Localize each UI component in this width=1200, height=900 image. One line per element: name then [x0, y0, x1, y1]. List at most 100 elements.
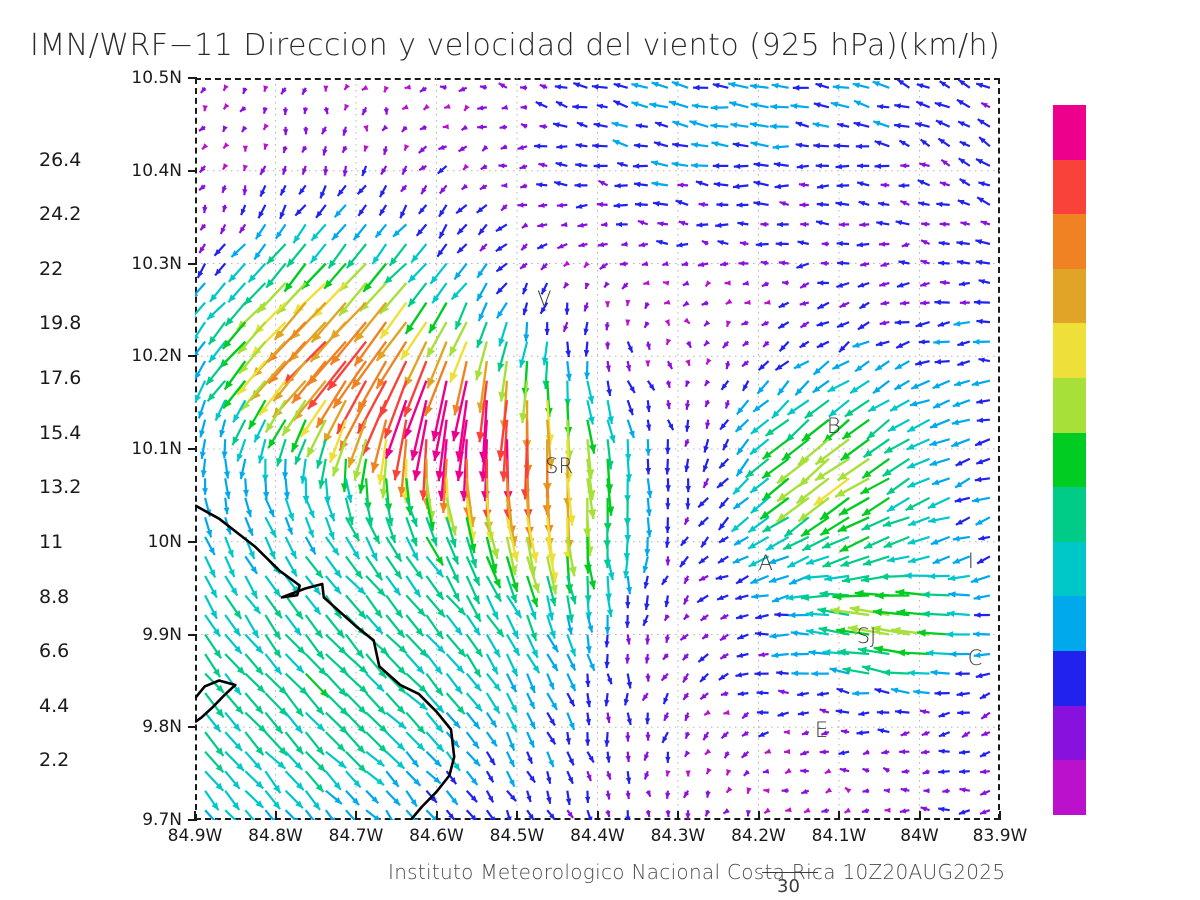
wind-arrow-head [477, 124, 484, 130]
wind-arrow-head [835, 163, 842, 170]
wind-arrow [678, 220, 689, 226]
wind-arrow-head [202, 206, 208, 214]
wind-arrow [672, 120, 689, 128]
wind-arrow [479, 243, 488, 252]
wind-arrow [572, 82, 588, 89]
wind-arrow [282, 107, 289, 116]
x-axis-tick-label: 83.9W [972, 826, 1028, 846]
wind-arrow-head [281, 87, 287, 95]
wind-arrow-head [920, 139, 927, 146]
x-axis-tick-mark [516, 811, 518, 820]
wind-arrow-head [956, 240, 963, 246]
wind-arrow [616, 221, 628, 228]
y-axis-tick-mark [188, 169, 197, 172]
wind-arrow-head [389, 257, 398, 266]
wind-arrow [356, 184, 367, 195]
wind-arrow-head [240, 208, 246, 216]
wind-arrow [701, 239, 709, 246]
wind-arrow [456, 243, 468, 254]
wind-arrow [241, 125, 248, 133]
wind-arrow-head [796, 163, 803, 170]
wind-arrow [202, 105, 208, 112]
y-axis-tick-label: 10.4N [131, 160, 182, 181]
wind-arrow-head [334, 210, 342, 218]
wind-arrow-head [816, 220, 823, 226]
wind-arrow [333, 204, 347, 218]
wind-arrow [400, 184, 408, 193]
wind-arrow-head [729, 101, 737, 107]
wind-arrow [429, 262, 448, 285]
wind-arrow [575, 142, 588, 149]
wind-arrow [443, 103, 451, 110]
x-axis-tick-mark [194, 811, 196, 820]
wind-arrow [574, 182, 588, 189]
wind-arrow-head [578, 242, 585, 248]
wind-arrow [552, 122, 568, 128]
wind-arrow [279, 184, 287, 196]
x-axis-tick-mark [596, 811, 599, 820]
wind-arrow [331, 223, 347, 241]
wind-arrow-head [760, 221, 767, 227]
wind-arrow [536, 243, 548, 250]
wind-arrow-head [820, 260, 827, 266]
wind-arrow [836, 122, 850, 128]
wind-arrow [561, 221, 568, 228]
wind-arrow-head [593, 163, 600, 169]
wind-arrow [222, 163, 229, 171]
wind-arrow-head [958, 79, 966, 86]
wind-arrow-head [773, 161, 781, 168]
wind-arrow [198, 184, 206, 192]
colorbar-tick-label: 13.2 [39, 476, 82, 499]
wind-arrow-head [266, 255, 275, 264]
wind-arrow-head [749, 121, 758, 128]
wind-arrow [536, 182, 548, 188]
wind-arrow-head [322, 127, 328, 135]
colorbar-tick-label: 15.4 [39, 421, 82, 444]
wind-arrow-head [200, 86, 207, 93]
colorbar-tick-label: 22 [39, 257, 64, 280]
wind-arrow [656, 239, 669, 246]
wind-arrow-head [655, 121, 662, 128]
colorbar-tick-label: 24.2 [39, 203, 82, 226]
wind-arrow [219, 223, 227, 235]
wind-arrow-head [451, 292, 459, 300]
colorbar-segment [1053, 596, 1086, 652]
wind-arrow-head [263, 85, 269, 92]
wind-arrow-head [382, 148, 389, 155]
wind-arrow-head [596, 201, 603, 208]
y-axis-tick-mark [188, 726, 197, 729]
wind-arrow [519, 183, 528, 189]
wind-arrow-head [263, 143, 269, 150]
wind-arrow [455, 204, 468, 215]
wind-arrow [363, 145, 369, 152]
wind-arrow [279, 204, 287, 220]
wind-arrow-head [342, 129, 348, 136]
wind-arrow-head [879, 281, 886, 287]
x-axis-tick-label: 84W [900, 826, 939, 846]
y-axis-tick-mark [188, 633, 197, 636]
wind-arrow-head [858, 200, 866, 206]
colorbar-segment [1053, 705, 1086, 761]
wind-arrow [404, 84, 411, 90]
wind-arrow [975, 82, 991, 89]
wind-arrow [830, 101, 850, 109]
wind-arrow [378, 204, 388, 217]
wind-arrow-head [631, 101, 639, 108]
wind-arrow-head [956, 259, 964, 266]
wind-arrow [877, 104, 890, 110]
wind-arrow-head [778, 260, 786, 266]
wind-arrow-head [404, 84, 411, 90]
wind-arrow-head [857, 181, 864, 187]
wind-arrow [222, 204, 228, 213]
wind-arrow-head [941, 159, 948, 166]
wind-arrow [775, 241, 789, 247]
wind-arrow-head [790, 103, 798, 110]
wind-arrow-head [496, 287, 503, 294]
wind-arrow [575, 203, 588, 209]
wind-arrow-head [755, 241, 762, 248]
wind-arrow [195, 282, 206, 298]
wind-arrow-head [597, 242, 605, 248]
wind-arrow [341, 145, 348, 154]
wind-arrow-head [280, 188, 286, 196]
wind-vector-field [195, 78, 991, 820]
